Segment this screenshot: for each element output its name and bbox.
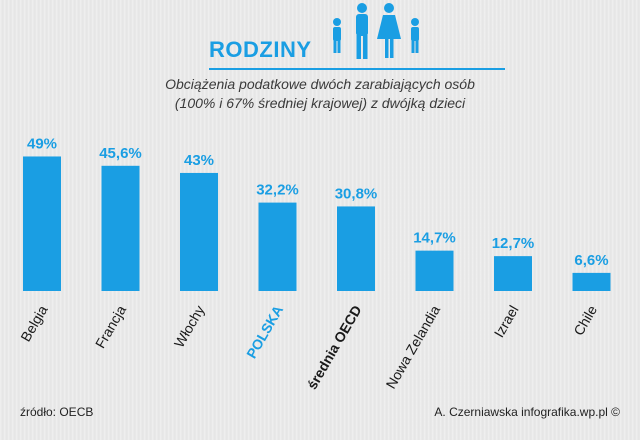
subtitle-line-1: Obciążenia podatkowe dwóch zarabiających… — [165, 76, 475, 92]
source-note: źródło: OECB — [20, 405, 94, 419]
category-label-5: Nowa Zelandia — [383, 302, 444, 391]
subtitle-line-2: (100% i 67% średniej krajowej) z dwójką … — [174, 95, 466, 111]
bar-6 — [494, 256, 532, 291]
bar-4 — [337, 206, 375, 291]
credit-note: A. Czerniawska infografika.wp.pl © — [434, 405, 620, 419]
category-label-6: Izrael — [491, 303, 522, 341]
value-label-2: 43% — [184, 152, 214, 169]
value-label-1: 45,6% — [99, 145, 142, 162]
bar-5 — [415, 250, 454, 291]
bar-3 — [258, 202, 297, 291]
bar-0 — [23, 156, 61, 291]
bar-2 — [180, 172, 218, 291]
value-label-7: 6,6% — [574, 252, 608, 269]
category-label-1: Francja — [92, 302, 129, 351]
value-label-3: 32,2% — [256, 182, 299, 199]
bar-7 — [572, 272, 611, 291]
category-label-2: Włochy — [171, 303, 208, 351]
title-underline — [209, 68, 505, 70]
value-label-5: 14,7% — [413, 230, 456, 247]
category-label-7: Chile — [570, 302, 600, 338]
category-label-3: POLSKA — [243, 303, 286, 362]
category-label-4: średnia OECD — [304, 303, 365, 393]
value-label-0: 49% — [27, 135, 57, 152]
value-label-4: 30,8% — [335, 185, 378, 202]
bar-1 — [101, 165, 140, 291]
chart-subtitle: Obciążenia podatkowe dwóch zarabiających… — [108, 75, 532, 113]
chart-title: RODZINY — [209, 37, 312, 62]
family-icon — [325, 2, 435, 67]
category-label-0: Belgia — [17, 302, 50, 344]
value-label-6: 12,7% — [492, 235, 535, 252]
